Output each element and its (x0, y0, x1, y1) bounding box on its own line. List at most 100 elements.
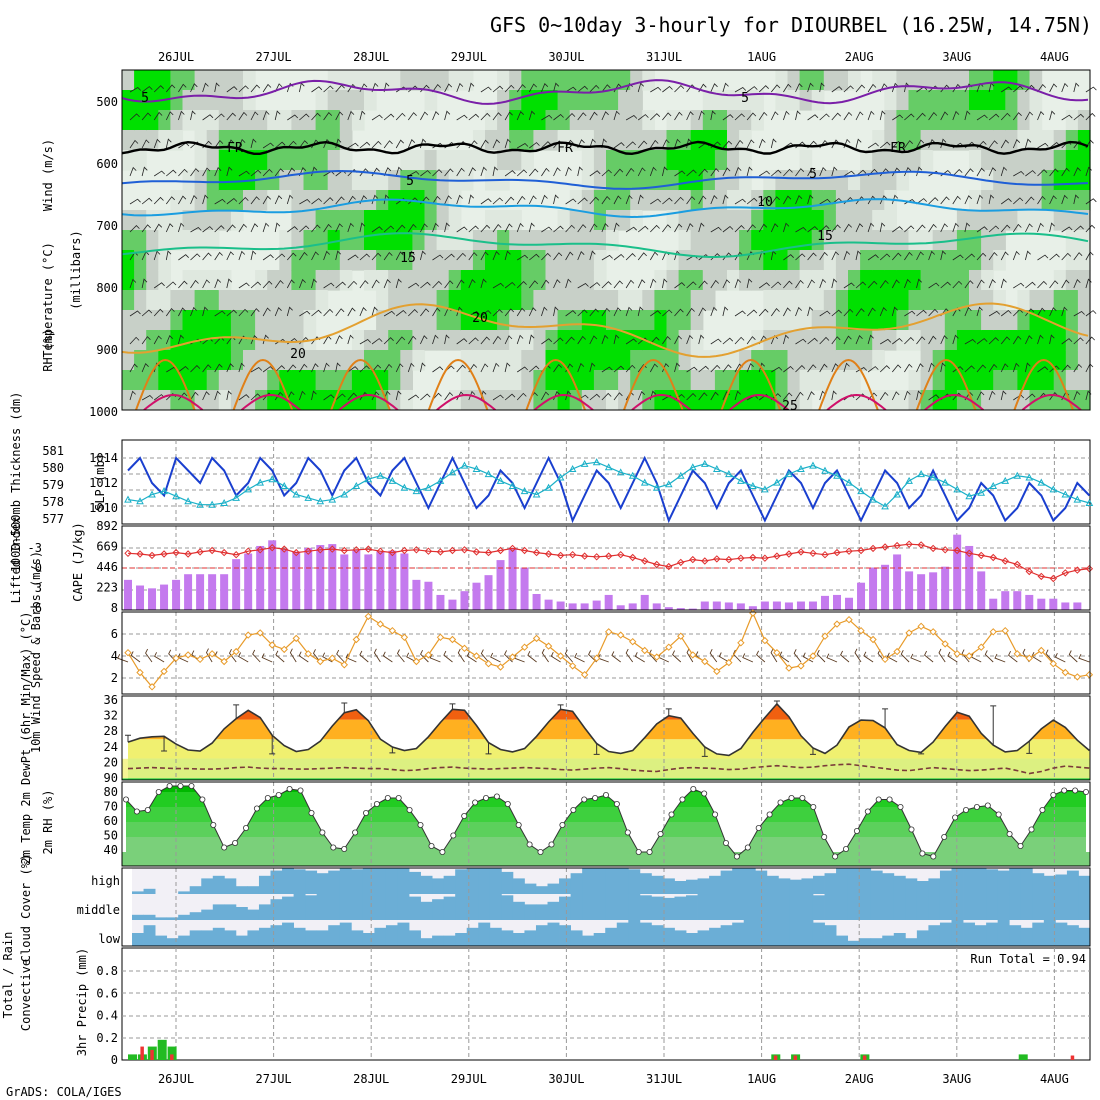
rh-point (461, 813, 468, 820)
humidity-cell (739, 130, 752, 151)
wind10m-speed-point (124, 648, 132, 657)
cloud-cell (143, 888, 156, 894)
humidity-cell (727, 110, 740, 131)
wind-barb (202, 194, 209, 205)
wind-barb (855, 250, 862, 261)
wind-barb (831, 166, 838, 177)
humidity-cell (521, 70, 534, 91)
wind10m-speed-point (292, 634, 300, 643)
wind-barb (940, 335, 948, 345)
humidity-cell (400, 70, 413, 91)
humidity-cell (1029, 350, 1043, 371)
humidity-cell (194, 170, 208, 191)
wind-barb (698, 110, 705, 121)
wind-barb (843, 170, 855, 177)
wind-barb (613, 142, 625, 149)
wind-barb (359, 110, 366, 121)
wind-barb (141, 336, 151, 345)
wind-barb (359, 141, 371, 149)
lifted-index-point (508, 544, 517, 553)
date-label-top: 4AUG (1040, 50, 1069, 64)
humidity-cell (581, 210, 595, 231)
rh-point (853, 828, 860, 835)
humidity-cell (134, 70, 147, 91)
wind-barb (528, 168, 539, 177)
wind-barb (577, 85, 588, 93)
wind10m-speed-point (881, 655, 889, 664)
humidity-cell (956, 110, 970, 131)
wind-barb (432, 280, 443, 289)
wind-barb (250, 281, 262, 289)
humidity-cell (835, 310, 849, 331)
wind-barb (904, 166, 912, 177)
humidity-cell (218, 170, 232, 191)
humidity-cell (860, 290, 873, 311)
humidity-cell (1065, 150, 1079, 171)
lifted-index-tick-label: 6 (35, 601, 42, 615)
contour-temp-25 (720, 358, 782, 411)
humidity-cell (848, 230, 861, 251)
cloud-cell (155, 917, 168, 920)
cloud-cell (293, 869, 306, 894)
wind-barb (662, 309, 673, 317)
temp2m-axis-title: 2m Temp 2m DewPt (6hr Min/Max) (°C) (19, 612, 33, 865)
wind10m-speed-point (148, 683, 156, 691)
humidity-cell (690, 350, 704, 371)
humidity-cell (267, 290, 280, 311)
humidity-cell (436, 70, 450, 91)
wind-barb (432, 334, 439, 345)
humidity-cell (230, 330, 244, 351)
humidity-cell (412, 310, 426, 331)
wind-barb (952, 334, 959, 345)
rh-point (723, 840, 730, 847)
humidity-cell (981, 70, 994, 91)
wind-barb (783, 83, 792, 93)
humidity-cell (230, 350, 244, 371)
thickness-point (148, 490, 156, 498)
cloud-cell (489, 927, 502, 946)
humidity-cell (618, 330, 631, 351)
wind-barb (625, 338, 637, 345)
wind-barb (371, 226, 383, 233)
wind-barb (746, 86, 758, 93)
wind-barb (1061, 306, 1068, 317)
wind-barb (734, 278, 742, 289)
humidity-cell (775, 170, 789, 191)
humidity-cell (557, 90, 571, 111)
temp-max-whisker (990, 705, 997, 746)
cloud-cell (559, 878, 572, 894)
temp-tick-label: 32 (104, 709, 118, 723)
cape-bar (160, 584, 169, 610)
thickness-point (328, 495, 337, 503)
humidity-cell (230, 210, 244, 231)
humidity-cell (376, 350, 389, 371)
wind-barb (771, 366, 783, 373)
wind-barb (190, 391, 199, 401)
wind-barb (395, 278, 402, 289)
wind-barb (432, 83, 441, 93)
wind-barb (1061, 226, 1073, 233)
humidity-cell (823, 170, 837, 191)
humidity-cell (811, 250, 825, 271)
rh-point (603, 792, 610, 799)
cloud-cell (963, 894, 975, 920)
cloud-cell (628, 920, 641, 946)
thickness-point (761, 485, 769, 493)
thickness-point (232, 493, 240, 501)
humidity-cell (678, 270, 692, 291)
humidity-cell (327, 210, 341, 231)
wind-barb (613, 110, 620, 121)
cloud-cell (258, 875, 271, 894)
wind-barb (1037, 280, 1048, 289)
humidity-cell (1065, 270, 1079, 291)
humidity-cell (642, 190, 655, 211)
wind-barb (335, 111, 344, 121)
lifted-index-point (424, 547, 433, 555)
wind-barb (141, 278, 148, 289)
wind-barb (613, 334, 620, 345)
humidity-cell (388, 370, 401, 391)
humidity-cell (835, 230, 849, 251)
humidity-cell (182, 210, 196, 231)
humidity-cell (714, 150, 728, 171)
